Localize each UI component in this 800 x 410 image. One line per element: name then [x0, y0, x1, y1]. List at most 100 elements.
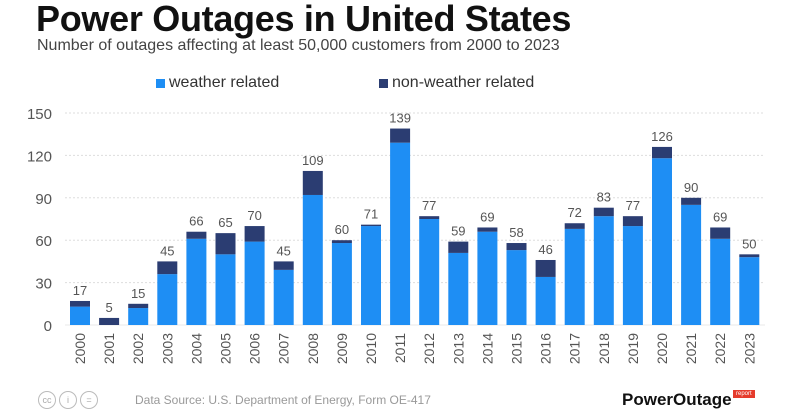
nd-icon: =: [80, 391, 98, 409]
bar-weather-2010: [361, 226, 381, 325]
x-tick-label-2012: 2012: [421, 333, 437, 364]
data-label-2009: 60: [335, 222, 349, 237]
x-tick-label-2011: 2011: [392, 333, 408, 363]
x-tick-label-2007: 2007: [276, 333, 292, 364]
legend-item-non-weather: non-weather related: [379, 74, 534, 92]
bar-non-weather-2011: [390, 128, 411, 143]
bar-weather-2012: [419, 219, 440, 325]
bar-non-weather-2012: [419, 216, 440, 219]
data-label-2010: 71: [364, 207, 378, 222]
x-tick-label-2015: 2015: [509, 333, 525, 364]
chart-subtitle: Number of outages affecting at least 50,…: [37, 37, 560, 54]
bar-weather-2011: [390, 142, 411, 325]
license-icons: cc i =: [38, 391, 98, 409]
bar-non-weather-2020: [652, 146, 672, 159]
bar-weather-2017: [564, 228, 585, 325]
bar-weather-2013: [448, 252, 469, 325]
y-tick-label: 0: [44, 318, 52, 335]
bar-non-weather-2016: [535, 259, 556, 277]
bar-weather-2015: [506, 250, 527, 325]
x-tick-label-2021: 2021: [683, 333, 699, 364]
y-tick-label: 60: [35, 233, 52, 250]
bar-weather-2023: [739, 257, 760, 325]
bar-weather-2004: [186, 238, 207, 325]
x-tick-label-2000: 2000: [72, 333, 88, 364]
x-tick-label-2014: 2014: [479, 333, 495, 364]
legend-swatch-weather: [156, 78, 165, 88]
by-icon: i: [59, 391, 77, 409]
data-label-2004: 66: [189, 214, 203, 229]
bar-non-weather-2022: [710, 227, 731, 239]
legend-label-non-weather: non-weather related: [392, 74, 535, 91]
bar-weather-2019: [622, 226, 643, 325]
legend-label-weather: weather related: [169, 74, 280, 91]
bar-non-weather-2000: [70, 300, 90, 307]
data-label-2012: 77: [422, 198, 436, 213]
bar-non-weather-2019: [622, 216, 643, 227]
bar-weather-2003: [157, 274, 178, 325]
data-label-2008: 109: [302, 153, 324, 168]
data-label-2011: 139: [389, 111, 411, 126]
x-tick-label-2018: 2018: [596, 333, 612, 364]
x-tick-label-2001: 2001: [101, 333, 117, 364]
x-tick-label-2020: 2020: [654, 333, 670, 364]
bar-weather-2020: [652, 158, 672, 325]
data-label-2016: 46: [538, 242, 552, 257]
bar-non-weather-2015: [506, 243, 527, 251]
y-tick-label: 150: [27, 106, 52, 123]
x-tick-label-2016: 2016: [538, 333, 554, 364]
chart-plot: 0 30 60 90 120 150 17 2000 5 2001 15 2002 45 2003 66 20…: [27, 106, 765, 364]
data-label-2007: 45: [276, 243, 290, 258]
data-label-2019: 77: [626, 198, 640, 213]
bar-non-weather-2004: [186, 231, 207, 239]
bar-non-weather-2010: [361, 224, 381, 227]
bar-weather-2018: [593, 216, 614, 325]
data-label-2014: 69: [480, 209, 494, 224]
x-tick-label-2003: 2003: [159, 333, 175, 364]
data-source: Data Source: U.S. Department of Energy, …: [135, 393, 431, 407]
legend-item-weather: weather related: [156, 74, 279, 92]
bar-weather-2008: [302, 194, 323, 325]
bar-non-weather-2018: [593, 207, 614, 217]
bar-weather-2021: [681, 204, 702, 325]
data-label-2003: 45: [160, 243, 174, 258]
bar-non-weather-2023: [739, 254, 760, 258]
data-label-2000: 17: [73, 283, 87, 298]
x-tick-label-2013: 2013: [450, 333, 466, 364]
x-tick-label-2009: 2009: [334, 333, 350, 364]
data-label-2023: 50: [742, 236, 756, 251]
data-label-2006: 70: [247, 208, 261, 223]
x-tick-label-2006: 2006: [247, 333, 263, 364]
bar-non-weather-2017: [564, 223, 585, 229]
bar-weather-2014: [477, 231, 498, 325]
x-tick-label-2010: 2010: [363, 333, 379, 364]
bar-weather-2022: [710, 238, 731, 325]
x-tick-label-2019: 2019: [625, 333, 641, 364]
logo-badge: report: [733, 390, 755, 398]
bar-non-weather-2005: [215, 233, 236, 255]
legend-swatch-non-weather: [379, 78, 388, 88]
bar-weather-2007: [273, 269, 294, 325]
data-label-2001: 5: [105, 300, 112, 315]
x-tick-label-2023: 2023: [741, 333, 757, 364]
bar-non-weather-2009: [331, 240, 352, 244]
x-tick-label-2022: 2022: [712, 333, 728, 364]
bar-weather-2016: [535, 276, 556, 325]
bar-non-weather-2001: [99, 317, 120, 325]
bar-weather-2005: [215, 254, 236, 325]
data-label-2015: 58: [509, 225, 523, 240]
data-label-2020: 126: [651, 129, 673, 144]
bar-weather-2006: [244, 241, 265, 325]
y-tick-label: 90: [35, 191, 52, 208]
x-tick-label-2005: 2005: [218, 333, 234, 364]
logo-text: PowerOutage: [622, 390, 732, 409]
cc-icon: cc: [38, 391, 56, 409]
bar-non-weather-2007: [273, 261, 294, 270]
bar-weather-2002: [128, 308, 149, 325]
bar-non-weather-2002: [128, 303, 149, 309]
x-tick-label-2017: 2017: [567, 333, 583, 364]
bar-non-weather-2003: [157, 261, 178, 275]
bar-weather-2000: [70, 306, 90, 325]
data-label-2005: 65: [218, 215, 232, 230]
bar-non-weather-2006: [244, 226, 265, 242]
